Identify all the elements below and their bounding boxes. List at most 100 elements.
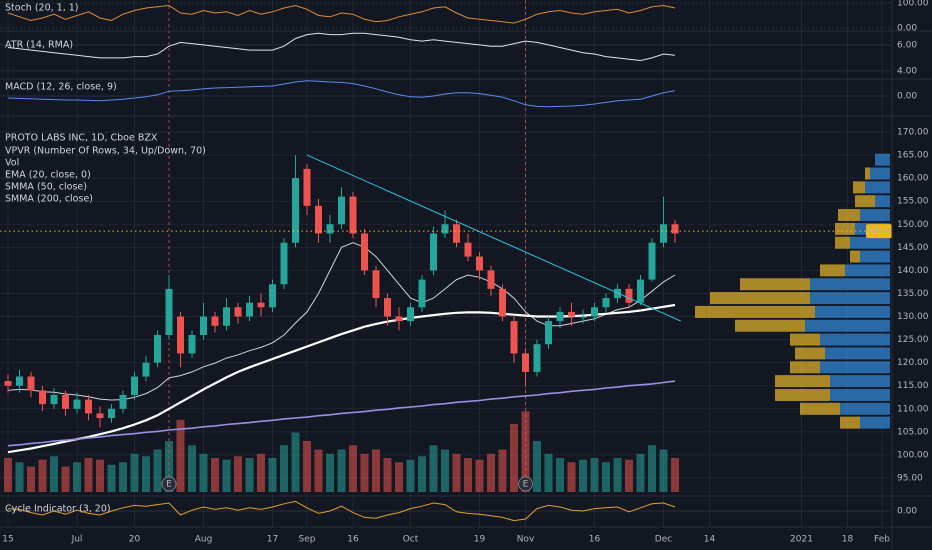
volume-bar bbox=[441, 449, 449, 492]
volume-bar bbox=[153, 449, 162, 492]
trendline bbox=[306, 154, 682, 322]
vpvr-down bbox=[790, 361, 820, 374]
indicator-line bbox=[7, 242, 676, 401]
volume-bar bbox=[61, 466, 70, 492]
volume-bar bbox=[15, 462, 24, 492]
candle-body bbox=[73, 399, 81, 409]
candle-body bbox=[464, 242, 472, 257]
vpvr-down bbox=[790, 333, 820, 346]
candle-body bbox=[315, 205, 322, 234]
volume-bar bbox=[372, 449, 380, 492]
vpvr-up bbox=[820, 333, 890, 346]
x-tick-label: 19 bbox=[474, 535, 486, 545]
candle-body bbox=[326, 224, 334, 234]
candle-body bbox=[430, 233, 437, 271]
volume-bar bbox=[245, 458, 254, 492]
candle-body bbox=[648, 242, 656, 280]
vpvr-down bbox=[775, 388, 830, 401]
candle-body bbox=[338, 196, 345, 225]
vpvr-up bbox=[875, 153, 890, 166]
x-tick-label: 15 bbox=[2, 535, 13, 545]
candle-body bbox=[602, 298, 610, 308]
volume-bar bbox=[107, 464, 116, 492]
indicator-name: MACD (12, 26, close, 9) bbox=[5, 82, 117, 93]
chart-title: PROTO LABS INC, 1D, Cboe BZX bbox=[5, 133, 158, 144]
volume-bar bbox=[429, 445, 438, 492]
vpvr-down bbox=[795, 347, 825, 360]
x-tick-label: 18 bbox=[842, 535, 854, 545]
candle-body bbox=[591, 307, 598, 317]
candle-body bbox=[257, 302, 265, 308]
volume-bar bbox=[84, 458, 93, 492]
earnings-marker bbox=[518, 476, 533, 492]
vpvr-down bbox=[838, 209, 860, 222]
candle-body bbox=[4, 381, 12, 386]
candle-body bbox=[50, 394, 58, 405]
earnings-marker bbox=[161, 476, 177, 492]
vpvr-up bbox=[830, 388, 890, 401]
x-tick-label: 20 bbox=[129, 535, 141, 545]
candle-body bbox=[16, 376, 23, 386]
x-tick-label: Sep bbox=[299, 535, 316, 545]
candle-body bbox=[234, 307, 242, 317]
candle-body bbox=[533, 344, 541, 372]
volume-bar bbox=[418, 456, 426, 492]
volume-bar bbox=[590, 458, 599, 492]
volume-bar bbox=[349, 445, 357, 492]
candle-body bbox=[108, 408, 115, 419]
indicator-line bbox=[7, 500, 676, 522]
vpvr-down bbox=[800, 402, 840, 415]
y-tick-label: 170.00 bbox=[897, 128, 929, 138]
volume-bar bbox=[383, 458, 392, 492]
vpvr-up bbox=[865, 181, 890, 194]
vpvr-up bbox=[825, 347, 890, 360]
volume-bar bbox=[38, 459, 47, 492]
y-tick-label: 4.00 bbox=[897, 66, 917, 76]
volume-bar bbox=[337, 449, 346, 492]
vpvr-down bbox=[853, 181, 865, 194]
volume-bar bbox=[533, 441, 541, 492]
y-tick-label: 155.00 bbox=[897, 197, 929, 207]
last-price-tag bbox=[866, 224, 892, 239]
x-tick-label: 16 bbox=[589, 535, 601, 545]
y-tick-label: 145.00 bbox=[897, 243, 929, 253]
candle-body bbox=[85, 399, 92, 414]
volume-bar bbox=[234, 456, 242, 492]
volume-bar bbox=[613, 458, 622, 492]
legend-item: EMA (20, close, 0) bbox=[5, 170, 91, 181]
legend-item: SMMA (200, close) bbox=[5, 194, 93, 205]
earnings-label: E bbox=[523, 480, 529, 490]
candle-body bbox=[280, 242, 288, 285]
candle-body bbox=[303, 168, 311, 206]
x-tick-label: Oct bbox=[403, 535, 419, 545]
y-tick-label: 115.00 bbox=[897, 381, 929, 391]
vpvr-up bbox=[820, 361, 890, 374]
candle-body bbox=[418, 279, 426, 308]
candle-body bbox=[39, 390, 46, 405]
indicator-line bbox=[7, 303, 676, 454]
volume-bar bbox=[567, 462, 576, 492]
candle-body bbox=[200, 316, 207, 335]
candle-body bbox=[131, 376, 138, 395]
x-tick-label: Feb bbox=[874, 535, 890, 545]
y-tick-label: 100.00 bbox=[897, 450, 929, 460]
candle-body bbox=[142, 362, 150, 377]
indicator-line bbox=[7, 80, 676, 108]
candle-body bbox=[499, 288, 506, 317]
candle-body bbox=[361, 233, 368, 271]
volume-bar bbox=[280, 445, 288, 492]
volume-bar bbox=[211, 458, 219, 492]
x-tick-label: Jul bbox=[71, 535, 83, 545]
volume-bar bbox=[176, 419, 185, 492]
vpvr-down bbox=[835, 222, 855, 235]
volume-bar bbox=[510, 424, 518, 492]
legend-item: Vol bbox=[5, 158, 19, 169]
candle-body bbox=[384, 298, 391, 317]
vpvr-down bbox=[840, 416, 860, 429]
y-tick-label: 105.00 bbox=[897, 427, 929, 437]
candle-body bbox=[177, 316, 184, 354]
vpvr-up bbox=[830, 375, 890, 388]
y-tick-label: 110.00 bbox=[897, 404, 929, 414]
candle-body bbox=[671, 224, 679, 234]
volume-bar bbox=[326, 453, 334, 492]
